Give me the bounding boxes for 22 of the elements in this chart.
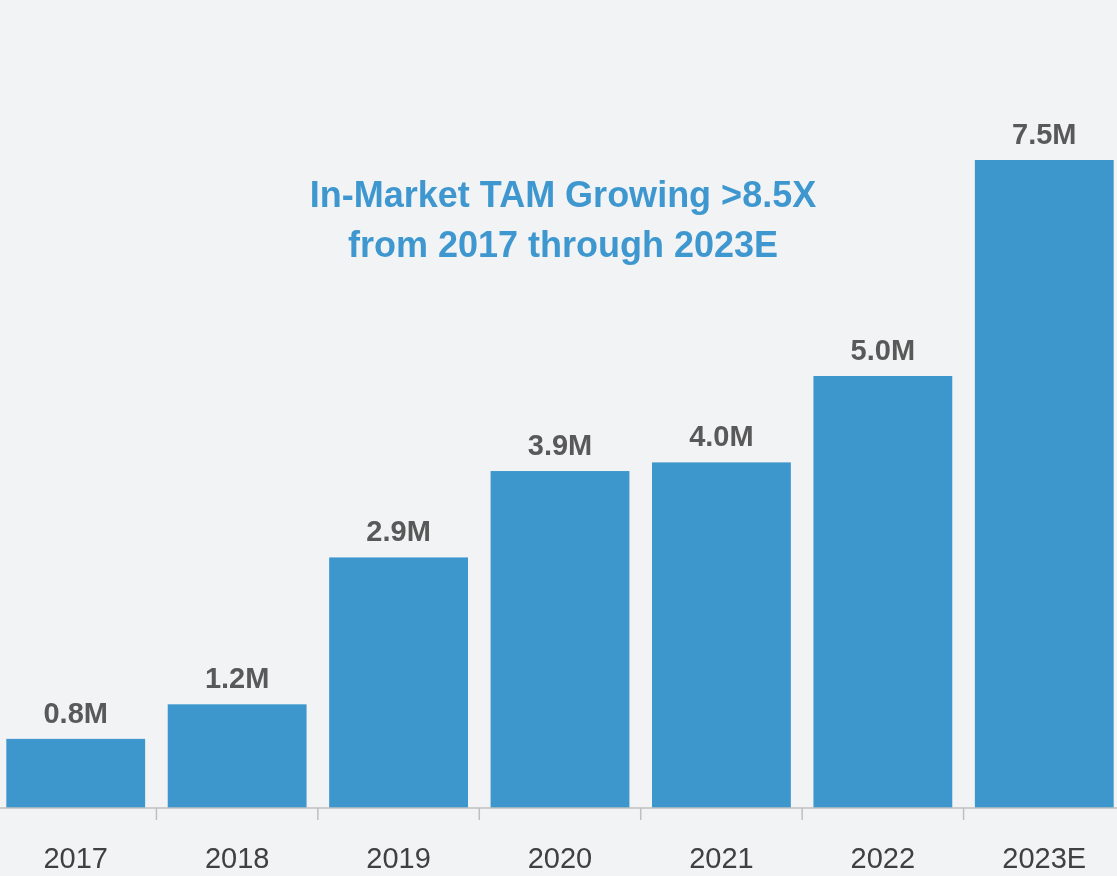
x-tick-label: 2017: [43, 842, 108, 874]
data-label: 7.5M: [1012, 118, 1077, 150]
data-label: 2.9M: [366, 515, 431, 548]
data-label: 3.9M: [527, 429, 593, 462]
x-tick-label: 2023E: [1002, 842, 1087, 874]
x-tick-label: 2022: [850, 842, 916, 874]
bar: [813, 376, 953, 808]
bar: [329, 557, 468, 808]
data-label: 5.0M: [850, 334, 916, 366]
data-label: 1.2M: [204, 662, 270, 695]
x-tick-label: 2018: [204, 842, 270, 874]
data-label: 0.8M: [43, 696, 108, 729]
bar: [652, 462, 791, 808]
data-label: 4.0M: [689, 420, 754, 453]
x-tick-label: 2020: [527, 842, 593, 874]
text: In-Market TAM Growing >8.5X from 2017 through 2023E: [309, 174, 817, 265]
bar: [167, 704, 307, 808]
x-tick-label: 2019: [366, 842, 431, 874]
bar: [974, 160, 1114, 808]
bar: [490, 471, 630, 808]
bar: [6, 738, 146, 808]
x-tick-label: 2021: [689, 842, 754, 874]
